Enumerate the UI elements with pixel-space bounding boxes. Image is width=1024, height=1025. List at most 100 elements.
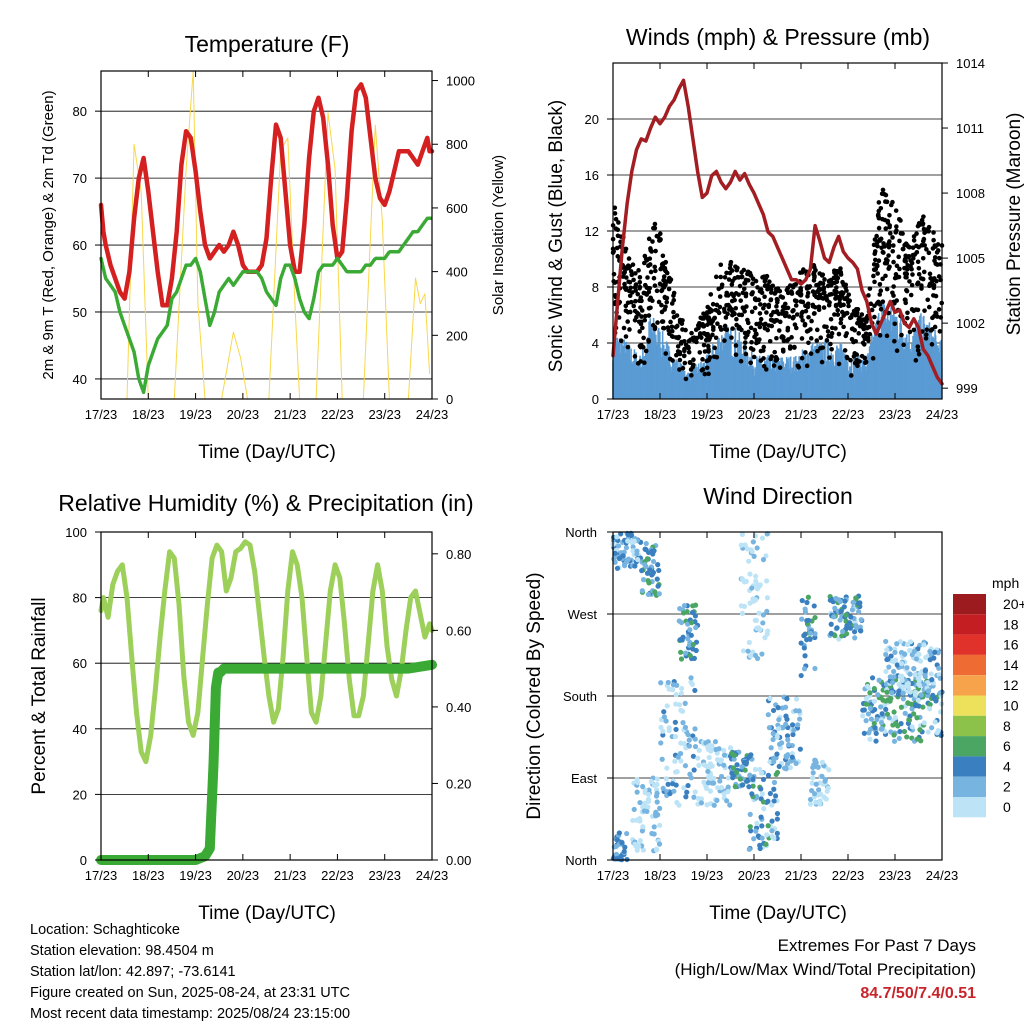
direction-point [767,790,773,797]
gust-point [902,258,908,264]
direction-point [640,577,647,583]
gust-point [794,298,799,304]
gust-point [811,270,817,275]
direction-point [867,736,873,742]
direction-point [878,704,884,710]
direction-point [635,556,641,563]
gust-point [652,221,658,227]
direction-point [678,690,684,696]
humidity-chart: Relative Humidity (%) & Precipitation (i… [29,490,474,924]
direction-point [689,681,695,687]
gust-point [805,290,811,296]
direction-point [682,763,689,769]
gust-point [737,283,743,289]
direction-point [701,779,707,785]
gust-point [824,338,830,343]
direction-point [654,799,660,805]
direction-point [646,580,652,586]
direction-point [642,787,648,793]
x-tick-label: 21/23 [785,868,818,883]
direction-point [861,730,867,736]
gust-point [838,320,844,326]
gust-point [909,260,915,266]
gust-point [905,263,910,268]
direction-point [691,767,697,773]
gust-point [627,327,632,332]
gust-point [884,260,890,266]
gust-point [625,319,630,324]
gust-point [680,327,685,332]
y-right-tick-label: 400 [446,265,468,280]
direction-point [625,538,631,544]
direction-point [738,542,744,548]
gust-point [912,252,918,257]
gust-point [814,327,820,333]
direction-point [630,817,636,824]
direction-point [871,686,877,692]
gust-point [916,351,922,357]
direction-point [923,654,929,661]
direction-point [661,709,667,715]
gust-point [833,296,838,301]
gust-point [866,338,871,343]
direction-point [775,705,781,711]
gust-point [786,314,792,319]
direction-point [813,781,819,787]
colorbar-label: 6 [1003,738,1011,754]
gust-point [924,327,930,332]
gust-point [710,324,716,330]
gust-point [722,275,728,280]
gust-point [887,264,892,270]
gust-point [776,328,782,333]
direction-point [664,765,670,771]
gust-point [742,340,748,345]
gust-point [642,253,648,259]
direction-point [678,707,684,713]
direction-point [782,704,789,710]
direction-point [674,769,680,775]
gust-point [919,217,925,223]
gust-point [742,309,747,314]
gust-point [891,243,896,248]
direction-point [847,620,853,626]
gust-point [627,293,633,299]
gust-point [811,263,817,268]
temperature-title: Temperature (F) [185,31,350,57]
gust-point [936,274,942,279]
direction-point [898,704,905,710]
direction-point [666,686,672,692]
direction-point [894,641,900,647]
gust-point [873,257,878,263]
direction-point [730,765,737,771]
x-tick-label: 19/23 [691,868,724,883]
direction-point [650,558,657,565]
direction-point [637,818,643,824]
direction-point [906,717,912,723]
gust-point [657,237,663,243]
direction-point [797,716,803,722]
direction-point [729,770,735,776]
direction-point [921,642,927,648]
x-tick-label: 17/23 [85,407,118,422]
direction-point [879,711,885,717]
gust-point [871,267,877,272]
direction-point [714,797,720,803]
y-tick-label: 12 [585,224,599,239]
gust-point [623,246,629,252]
gust-point [928,328,934,333]
direction-point [712,739,719,745]
gust-point [666,286,672,292]
gust-point [920,255,926,261]
winds-chart: Winds (mph) & Pressure (mb) 17/23 18/23 19… [546,24,1024,463]
direction-point [709,763,715,769]
gust-point [616,220,621,225]
gust-point [647,256,653,261]
gust-point [821,290,827,295]
direction-point [645,791,652,798]
gust-point [611,279,617,284]
gust-point [704,358,710,364]
gust-point [716,310,722,316]
direction-point [799,597,805,604]
gust-point [646,305,652,311]
gust-point [768,290,774,295]
